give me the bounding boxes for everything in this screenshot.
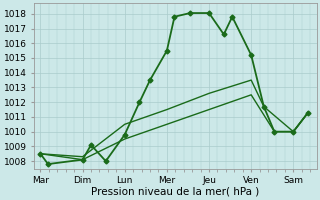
X-axis label: Pression niveau de la mer( hPa ): Pression niveau de la mer( hPa ) <box>91 187 260 197</box>
